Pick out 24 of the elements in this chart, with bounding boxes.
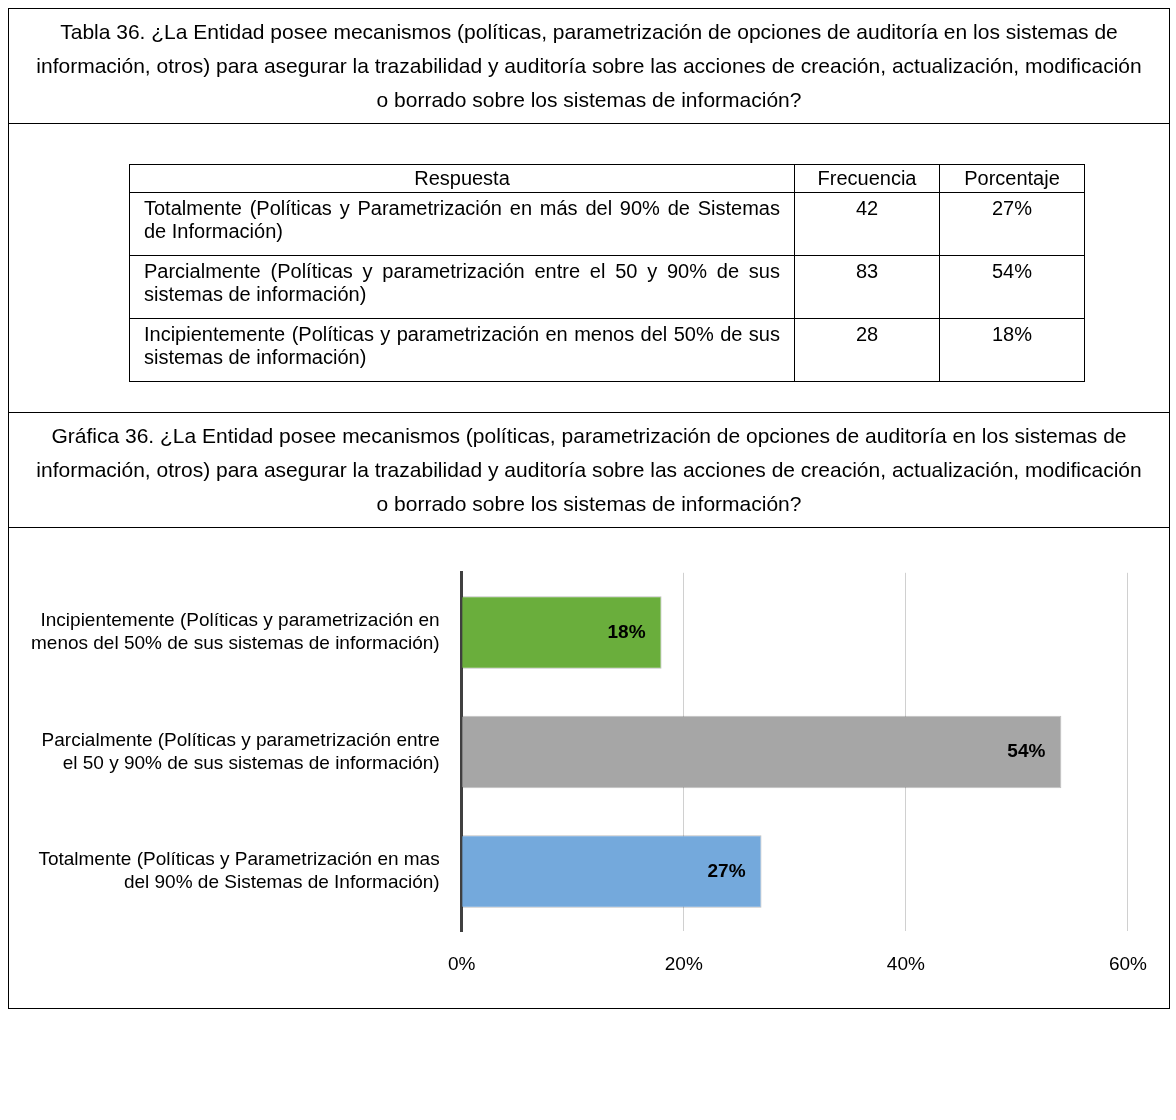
data-label: 42 [794, 192, 940, 256]
text: Frecuencia [794, 164, 940, 193]
text: Tabla 36. ¿La Entidad posee mecanismos (políticas, parametrización de opciones de auditoría en los sistemas de información, otros) para asegurar la trazabilidad y auditoría sobre las acciones de creación, actualización, modificación o borrado sobre los sistemas de información? [9, 9, 1169, 124]
data-label: 27% [939, 192, 1085, 256]
data-label: 27% [707, 859, 746, 881]
text: Porcentaje [939, 164, 1085, 193]
data-label: 54% [1007, 740, 1046, 762]
y-tick-label: Parcialmente (Políticas y parametrización entre el 50 y 90% de sus sistemas de información) [41, 728, 440, 773]
x-tick-label: 60% [1108, 952, 1148, 974]
x-tick-label: 20% [664, 952, 703, 974]
data-label: 18% [939, 318, 1085, 382]
data-label: 54% [939, 255, 1085, 319]
data-label: 83 [794, 255, 940, 319]
category-label: Incipientemente (Políticas y parametrización en menos del 50% de sus sistemas de información) [129, 318, 795, 382]
y-tick-label: Incipientemente (Políticas y parametrización en menos del 50% de sus sistemas de información) [30, 609, 440, 654]
chart-title: Gráfica 36. ¿La Entidad posee mecanismos (políticas, parametrización de opciones de auditoría en los sistemas de información, otros) para asegurar la trazabilidad y auditoría sobre las acciones de creación, actualización, modificación o borrado sobre los sistemas de información? [9, 413, 1169, 528]
text: Respuesta [129, 164, 795, 193]
category-label: Totalmente (Políticas y Parametrización en más del 90% de Sistemas de Información) [129, 192, 795, 256]
y-tick-label: Totalmente (Políticas y Parametrización en mas del 90% de Sistemas de Información) [38, 848, 440, 893]
data-label: 28 [794, 318, 940, 382]
x-tick-label: 0% [447, 952, 476, 974]
data-label: 18% [607, 620, 646, 642]
x-tick-label: 40% [886, 952, 926, 974]
category-label: Parcialmente (Políticas y parametrización entre el 50 y 90% de sus sistemas de información) [129, 255, 795, 319]
